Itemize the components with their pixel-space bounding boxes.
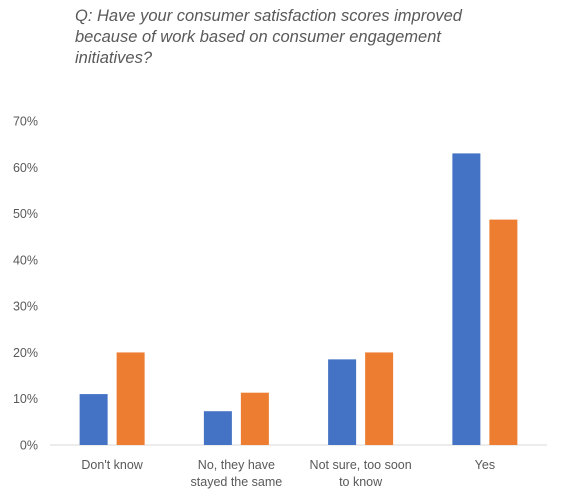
x-tick-label: No, they have stayed the same <box>191 458 283 489</box>
x-tick-label-line: No, they have <box>198 458 275 472</box>
y-tick-label: 70% <box>13 115 38 129</box>
x-tick-label-line: Not sure, too soon <box>310 458 412 472</box>
y-tick-label: 10% <box>13 392 38 406</box>
y-tick-label: 30% <box>13 300 38 314</box>
x-tick-label: Don't know <box>81 458 143 472</box>
y-axis-ticks: 0% 10% 20% 30% 40% 50% 60% 70% <box>13 115 38 453</box>
y-tick-label: 60% <box>13 161 38 175</box>
x-tick-label: Not sure, too soon to know <box>310 458 412 489</box>
bars <box>79 153 518 445</box>
x-tick-label-line: to know <box>339 475 383 489</box>
bar <box>116 352 145 445</box>
y-tick-label: 20% <box>13 346 38 360</box>
bar <box>79 394 108 445</box>
x-tick-label-line: Don't know <box>81 458 143 472</box>
chart-title: Q: Have your consumer satisfaction score… <box>75 7 462 67</box>
bar <box>240 392 269 445</box>
bar <box>489 219 518 445</box>
bar <box>328 359 357 445</box>
x-axis-labels: Don't know No, they have stayed the sameNo… <box>81 458 495 489</box>
x-tick-label-line: Yes <box>475 458 495 472</box>
bar <box>203 411 232 445</box>
y-tick-label: 0% <box>20 439 38 453</box>
bar <box>452 153 481 445</box>
y-tick-label: 50% <box>13 207 38 221</box>
bar <box>365 352 394 445</box>
x-tick-label: Yes <box>475 458 495 472</box>
y-tick-label: 40% <box>13 253 38 267</box>
x-tick-label-line: stayed the same <box>191 475 283 489</box>
